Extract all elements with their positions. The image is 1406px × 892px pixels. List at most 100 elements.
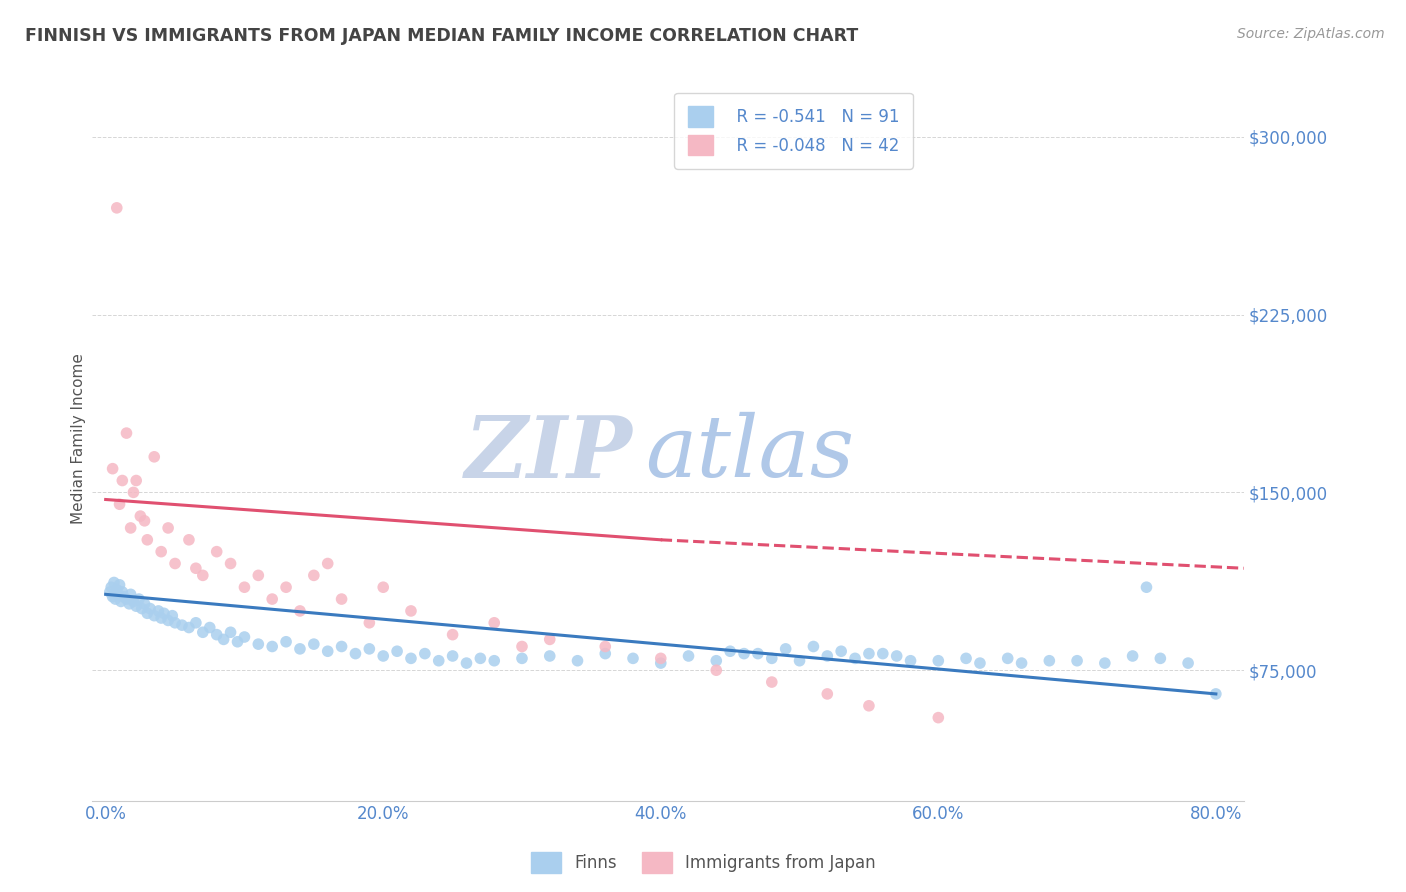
Point <box>165 557 187 571</box>
Point <box>316 557 339 571</box>
Point <box>373 648 395 663</box>
Point <box>115 592 138 607</box>
Text: atlas: atlas <box>645 412 853 495</box>
Point <box>969 656 991 670</box>
Point <box>107 587 129 601</box>
Point <box>247 568 270 582</box>
Point <box>226 634 249 648</box>
Point <box>100 580 122 594</box>
Point <box>427 654 450 668</box>
Point <box>1135 580 1157 594</box>
Point <box>1122 648 1144 663</box>
Point <box>233 630 256 644</box>
Point <box>104 592 127 607</box>
Point <box>650 656 672 670</box>
Point <box>150 611 173 625</box>
Point <box>108 578 131 592</box>
Point <box>112 590 135 604</box>
Point <box>1011 656 1033 670</box>
Point <box>900 654 922 668</box>
Point <box>157 521 180 535</box>
Point <box>316 644 339 658</box>
Point <box>858 647 880 661</box>
Point <box>1066 654 1088 668</box>
Point <box>621 651 644 665</box>
Point <box>538 632 561 647</box>
Point <box>678 648 700 663</box>
Point <box>143 450 166 464</box>
Text: ZIP: ZIP <box>465 412 633 495</box>
Point <box>344 647 367 661</box>
Point <box>120 587 142 601</box>
Point <box>373 580 395 594</box>
Point <box>98 585 121 599</box>
Point <box>441 627 464 641</box>
Point <box>122 594 145 608</box>
Text: FINNISH VS IMMIGRANTS FROM JAPAN MEDIAN FAMILY INCOME CORRELATION CHART: FINNISH VS IMMIGRANTS FROM JAPAN MEDIAN … <box>25 27 859 45</box>
Point <box>110 594 132 608</box>
Point <box>399 651 422 665</box>
Point <box>886 648 908 663</box>
Point <box>844 651 866 665</box>
Point <box>153 607 176 621</box>
Point <box>219 625 242 640</box>
Point <box>191 568 214 582</box>
Point <box>101 461 124 475</box>
Point <box>131 601 153 615</box>
Point <box>118 597 141 611</box>
Point <box>177 621 200 635</box>
Point <box>205 627 228 641</box>
Point <box>704 663 727 677</box>
Y-axis label: Median Family Income: Median Family Income <box>72 353 86 524</box>
Point <box>704 654 727 668</box>
Point <box>955 651 977 665</box>
Point <box>125 599 148 614</box>
Point <box>101 590 124 604</box>
Point <box>115 426 138 441</box>
Point <box>170 618 193 632</box>
Point <box>733 647 755 661</box>
Point <box>247 637 270 651</box>
Point <box>262 640 284 654</box>
Point <box>122 485 145 500</box>
Point <box>718 644 741 658</box>
Point <box>162 608 184 623</box>
Point <box>219 557 242 571</box>
Point <box>157 614 180 628</box>
Point <box>567 654 589 668</box>
Point <box>288 641 311 656</box>
Point <box>1177 656 1199 670</box>
Point <box>165 615 187 630</box>
Point <box>274 580 297 594</box>
Point <box>484 654 506 668</box>
Point <box>830 644 852 658</box>
Point <box>761 675 783 690</box>
Point <box>198 621 221 635</box>
Point <box>441 648 464 663</box>
Point <box>510 651 533 665</box>
Point <box>330 592 353 607</box>
Point <box>359 641 381 656</box>
Point <box>650 651 672 665</box>
Point <box>177 533 200 547</box>
Point <box>747 647 769 661</box>
Point <box>359 615 381 630</box>
Point <box>136 607 159 621</box>
Point <box>484 615 506 630</box>
Point <box>399 604 422 618</box>
Point <box>858 698 880 713</box>
Point <box>108 497 131 511</box>
Point <box>872 647 894 661</box>
Point <box>815 687 838 701</box>
Point <box>789 654 811 668</box>
Point <box>927 654 949 668</box>
Point <box>128 592 150 607</box>
Point <box>148 604 170 618</box>
Point <box>134 514 156 528</box>
Point <box>212 632 235 647</box>
Point <box>510 640 533 654</box>
Point <box>593 647 616 661</box>
Point <box>775 641 797 656</box>
Point <box>413 647 436 661</box>
Point <box>302 637 325 651</box>
